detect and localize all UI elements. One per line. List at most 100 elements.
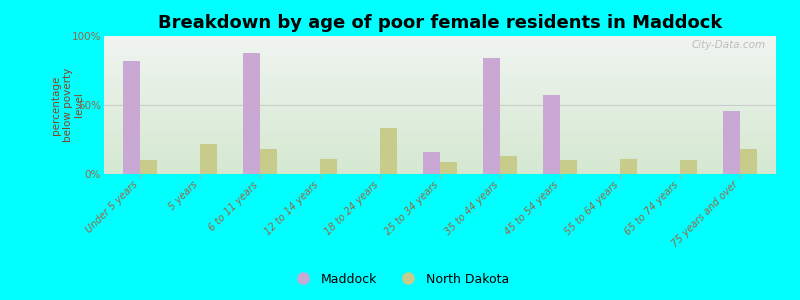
Bar bbox=[104, 46, 776, 47]
Bar bbox=[104, 44, 776, 45]
Bar bbox=[104, 42, 776, 43]
Bar bbox=[104, 151, 776, 152]
Bar bbox=[104, 56, 776, 57]
Bar bbox=[104, 131, 776, 132]
Bar bbox=[104, 64, 776, 65]
Bar bbox=[104, 129, 776, 130]
Bar bbox=[104, 126, 776, 127]
Y-axis label: percentage
below poverty
level: percentage below poverty level bbox=[51, 68, 84, 142]
Bar bbox=[104, 93, 776, 94]
Bar bbox=[104, 141, 776, 142]
Bar bbox=[723, 110, 740, 174]
Bar bbox=[104, 92, 776, 93]
Bar bbox=[104, 61, 776, 62]
Bar bbox=[104, 84, 776, 85]
Bar bbox=[104, 61, 776, 62]
Bar bbox=[104, 158, 776, 159]
Bar bbox=[104, 101, 776, 102]
Bar bbox=[104, 115, 776, 116]
Bar bbox=[260, 149, 277, 174]
Bar bbox=[104, 113, 776, 114]
Bar bbox=[104, 153, 776, 154]
Bar bbox=[104, 154, 776, 155]
Bar bbox=[104, 78, 776, 79]
Bar bbox=[104, 90, 776, 91]
Bar bbox=[104, 169, 776, 170]
Bar bbox=[104, 58, 776, 59]
Bar bbox=[104, 38, 776, 39]
Bar bbox=[104, 156, 776, 157]
Bar bbox=[104, 54, 776, 55]
Text: City-Data.com: City-Data.com bbox=[692, 40, 766, 50]
Bar bbox=[104, 125, 776, 126]
Bar bbox=[104, 147, 776, 148]
Bar bbox=[380, 128, 397, 174]
Bar bbox=[104, 105, 776, 106]
Bar bbox=[104, 124, 776, 125]
Bar bbox=[543, 95, 560, 174]
Bar bbox=[320, 159, 337, 174]
Bar bbox=[104, 130, 776, 131]
Bar bbox=[104, 138, 776, 139]
Bar bbox=[104, 73, 776, 74]
Bar bbox=[200, 144, 217, 174]
Bar bbox=[104, 135, 776, 136]
Legend: Maddock, North Dakota: Maddock, North Dakota bbox=[286, 268, 514, 291]
Bar bbox=[104, 68, 776, 69]
Bar bbox=[104, 88, 776, 89]
Bar bbox=[104, 51, 776, 52]
Bar bbox=[104, 149, 776, 150]
Bar bbox=[104, 62, 776, 63]
Bar bbox=[104, 165, 776, 166]
Bar bbox=[104, 41, 776, 42]
Bar bbox=[104, 74, 776, 75]
Bar bbox=[104, 86, 776, 87]
Bar bbox=[104, 97, 776, 98]
Bar bbox=[104, 95, 776, 96]
Bar bbox=[104, 120, 776, 121]
Bar bbox=[104, 159, 776, 160]
Bar bbox=[140, 160, 157, 174]
Bar bbox=[104, 89, 776, 90]
Bar bbox=[104, 161, 776, 162]
Bar bbox=[104, 102, 776, 103]
Bar bbox=[104, 59, 776, 60]
Bar bbox=[104, 155, 776, 156]
Bar bbox=[104, 50, 776, 51]
Bar bbox=[104, 163, 776, 164]
Bar bbox=[104, 145, 776, 146]
Bar bbox=[104, 119, 776, 120]
Bar bbox=[104, 106, 776, 107]
Bar bbox=[104, 103, 776, 104]
Bar bbox=[104, 162, 776, 163]
Bar bbox=[104, 112, 776, 113]
Bar bbox=[104, 37, 776, 38]
Bar bbox=[104, 48, 776, 49]
Bar bbox=[104, 76, 776, 77]
Bar bbox=[104, 160, 776, 161]
Bar bbox=[104, 80, 776, 81]
Bar bbox=[104, 136, 776, 137]
Bar bbox=[104, 63, 776, 64]
Bar bbox=[104, 47, 776, 48]
Bar bbox=[104, 49, 776, 50]
Bar bbox=[104, 132, 776, 133]
Bar bbox=[500, 156, 517, 174]
Bar bbox=[104, 67, 776, 68]
Bar bbox=[104, 152, 776, 153]
Bar bbox=[104, 109, 776, 110]
Bar bbox=[104, 53, 776, 54]
Bar bbox=[104, 148, 776, 149]
Bar bbox=[104, 70, 776, 71]
Bar bbox=[104, 81, 776, 82]
Bar bbox=[620, 159, 637, 174]
Bar bbox=[104, 116, 776, 117]
Bar bbox=[104, 144, 776, 145]
Bar bbox=[740, 149, 757, 174]
Bar bbox=[104, 40, 776, 41]
Bar bbox=[104, 114, 776, 115]
Bar bbox=[104, 85, 776, 86]
Bar bbox=[104, 117, 776, 118]
Bar bbox=[104, 133, 776, 134]
Bar bbox=[104, 66, 776, 67]
